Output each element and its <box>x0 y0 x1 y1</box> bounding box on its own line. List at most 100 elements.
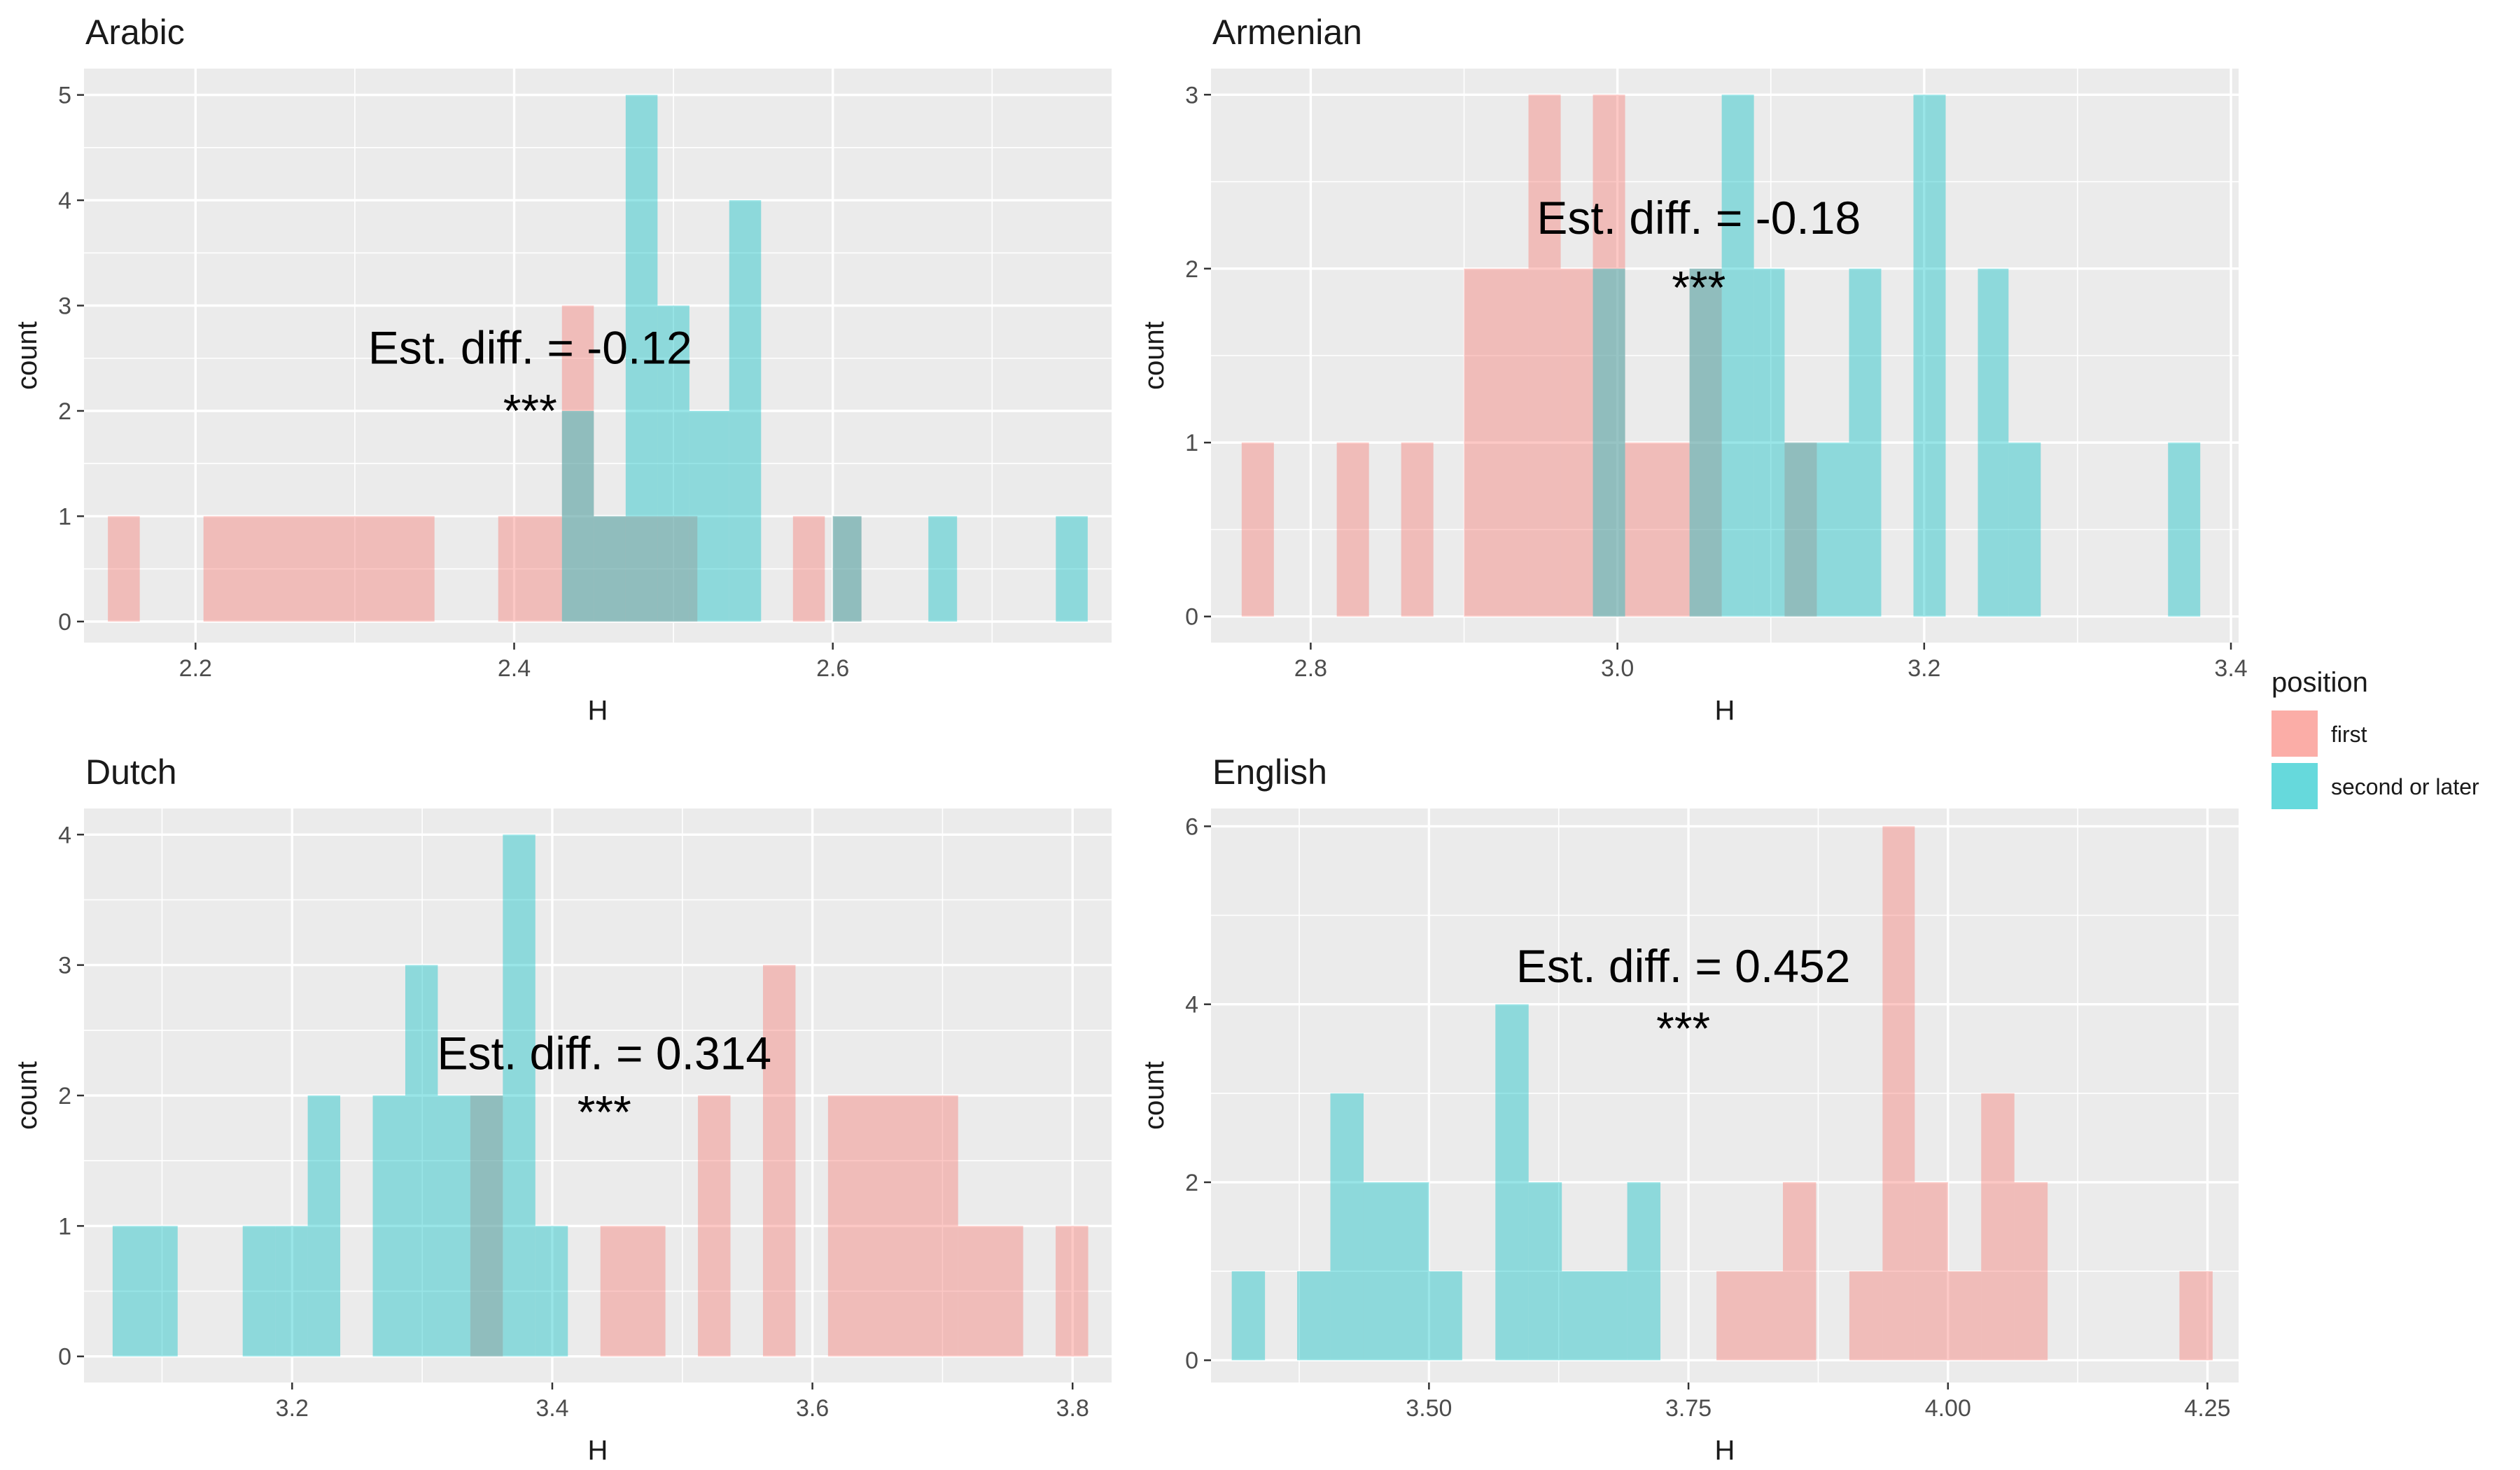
bar-second-or-later <box>1429 1271 1462 1361</box>
bar-second-or-later <box>503 834 536 1357</box>
y-tick-label: 2 <box>1185 256 1198 283</box>
bar-first <box>1882 826 1915 1361</box>
bar-second-or-later <box>242 1226 276 1357</box>
bar-first <box>561 305 594 622</box>
y-tick-label: 3 <box>58 953 71 979</box>
bar-first <box>1336 442 1369 617</box>
bar-first <box>1947 1271 1982 1361</box>
bar-first <box>498 516 562 622</box>
bar-second-or-later <box>2008 442 2041 617</box>
bar-second-or-later <box>1330 1093 1364 1361</box>
bar-second-or-later <box>1627 1182 1661 1361</box>
bar-second-or-later <box>1056 516 1088 622</box>
x-tick-label: 2.6 <box>816 655 849 682</box>
y-tick-label: 1 <box>58 503 71 530</box>
y-tick-label: 3 <box>58 293 71 320</box>
bar-second-or-later <box>689 410 729 622</box>
y-tick-label: 3 <box>1185 82 1198 108</box>
bar-second-or-later <box>2168 442 2201 617</box>
y-tick-label: 4 <box>58 188 71 214</box>
bar-second-or-later <box>1363 1182 1429 1361</box>
legend-key-first <box>2272 710 2318 757</box>
bar-first <box>594 516 698 622</box>
bar-first <box>1914 1182 1948 1361</box>
bar-second-or-later <box>535 1226 568 1357</box>
bar-first <box>1056 1226 1088 1357</box>
bar-second-or-later <box>470 1096 503 1357</box>
y-tick-label: 0 <box>58 1344 71 1371</box>
bar-first <box>1592 94 1625 617</box>
bar-first <box>1981 1093 2015 1361</box>
estimated-difference-label: Est. diff. = 0.314 <box>437 1028 771 1079</box>
y-tick-label: 0 <box>1185 604 1198 631</box>
legend-title: position <box>2272 667 2368 698</box>
bar-second-or-later <box>1495 1004 1529 1361</box>
bar-second-or-later <box>1816 442 1849 617</box>
panel-title-dutch: Dutch <box>85 752 177 792</box>
bar-first <box>470 1096 503 1357</box>
y-tick-label: 2 <box>58 398 71 425</box>
significance-stars: *** <box>578 1086 631 1138</box>
x-axis-title: H <box>1715 695 1735 726</box>
bar-first <box>1560 268 1593 617</box>
bar-first <box>1849 1271 1883 1361</box>
x-tick-label: 3.8 <box>1056 1395 1089 1422</box>
x-tick-label: 2.2 <box>179 655 212 682</box>
legend-key-second-or-later <box>2272 763 2318 809</box>
bar-second-or-later <box>1689 268 1722 617</box>
significance-stars: *** <box>1672 261 1726 313</box>
y-tick-label: 0 <box>1185 1348 1198 1374</box>
bar-first <box>792 516 825 622</box>
y-axis-title: count <box>12 1061 43 1130</box>
y-axis-title: count <box>1139 321 1170 390</box>
panel-title-arabic: Arabic <box>85 13 185 52</box>
significance-stars: *** <box>1656 1002 1710 1054</box>
bar-first <box>203 516 435 622</box>
bar-second-or-later <box>657 305 690 622</box>
y-tick-label: 0 <box>58 609 71 636</box>
bar-second-or-later <box>307 1096 341 1357</box>
estimated-difference-label: Est. diff. = -0.12 <box>368 321 692 373</box>
x-axis-title: H <box>588 695 608 726</box>
bar-second-or-later <box>1562 1271 1628 1361</box>
bar-second-or-later <box>1297 1271 1331 1361</box>
x-tick-label: 4.25 <box>2184 1395 2230 1422</box>
bar-first <box>958 1226 1023 1357</box>
panel-background <box>84 69 1112 643</box>
bar-second-or-later <box>625 94 658 622</box>
bar-first <box>108 516 140 622</box>
bar-first <box>827 1096 958 1357</box>
x-axis-title: H <box>588 1435 608 1466</box>
bar-first <box>1716 1271 1784 1361</box>
x-tick-label: 2.8 <box>1294 655 1327 682</box>
x-axis-title: H <box>1715 1435 1735 1466</box>
bar-second-or-later <box>561 410 594 622</box>
x-tick-label: 3.75 <box>1665 1395 1712 1422</box>
bar-first <box>600 1226 666 1357</box>
x-tick-label: 3.2 <box>1907 655 1940 682</box>
y-tick-label: 6 <box>1185 813 1198 840</box>
x-tick-label: 3.0 <box>1601 655 1634 682</box>
y-tick-label: 1 <box>1185 430 1198 456</box>
bar-second-or-later <box>1784 442 1817 617</box>
bar-second-or-later <box>1528 1182 1562 1361</box>
y-axis-title: count <box>12 321 43 390</box>
bar-first <box>2014 1182 2048 1361</box>
bar-first <box>1464 268 1529 617</box>
bar-second-or-later <box>438 1096 470 1357</box>
significance-stars: *** <box>503 385 557 437</box>
x-tick-label: 3.4 <box>536 1395 568 1422</box>
bar-first <box>1528 94 1561 617</box>
y-tick-label: 2 <box>58 1083 71 1110</box>
bar-second-or-later <box>1721 94 1754 617</box>
y-tick-label: 1 <box>58 1213 71 1240</box>
x-tick-label: 3.4 <box>2214 655 2247 682</box>
bar-second-or-later <box>1231 1271 1266 1361</box>
panel-background <box>1211 808 2239 1382</box>
bar-second-or-later <box>729 200 762 622</box>
bar-first <box>1689 268 1722 617</box>
x-tick-label: 3.2 <box>276 1395 309 1422</box>
